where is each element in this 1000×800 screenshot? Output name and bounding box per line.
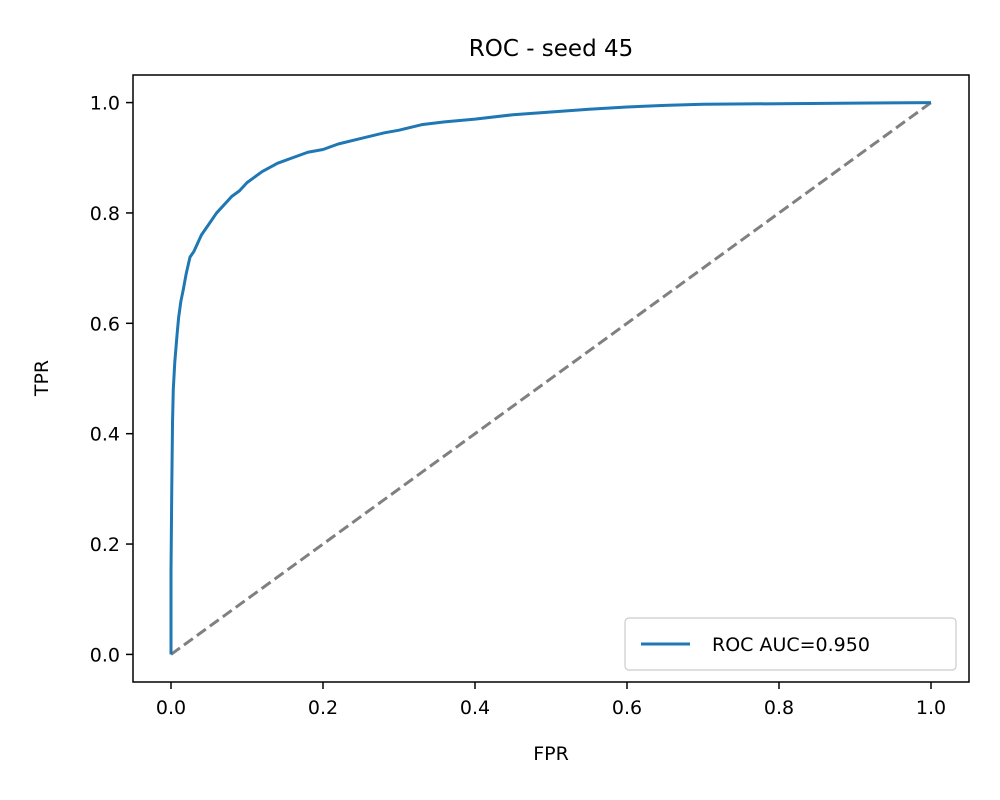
y-tick-label: 0.4	[90, 424, 120, 446]
legend-label: ROC AUC=0.950	[712, 634, 870, 656]
plot-frame	[132, 74, 970, 683]
y-tick-label: 0.2	[90, 534, 120, 556]
legend: ROC AUC=0.950	[624, 617, 957, 671]
y-tick-label: 0.6	[90, 313, 120, 335]
x-tick-label: 1.0	[916, 697, 946, 719]
y-tick-label: 1.0	[90, 93, 120, 115]
plot-area	[169, 101, 932, 656]
y-tick-label: 0.8	[90, 203, 120, 225]
y-axis: 0.0 0.2 0.4 0.6 0.8 1.0	[90, 93, 133, 666]
x-tick-label: 0.4	[460, 697, 490, 719]
x-tick-label: 0.0	[156, 697, 186, 719]
x-tick-label: 0.2	[308, 697, 338, 719]
x-tick-label: 0.6	[612, 697, 642, 719]
roc-curve-line	[169, 101, 932, 655]
chance-diagonal-line	[170, 101, 932, 656]
x-tick-label: 0.8	[764, 697, 794, 719]
x-axis-label: FPR	[533, 743, 569, 765]
legend-box	[624, 617, 957, 671]
y-tick-label: 0.0	[90, 644, 120, 666]
chart-title: ROC - seed 45	[469, 36, 634, 62]
x-axis: 0.0 0.2 0.4 0.6 0.8 1.0	[156, 682, 946, 719]
y-axis-label: TPR	[31, 360, 53, 397]
